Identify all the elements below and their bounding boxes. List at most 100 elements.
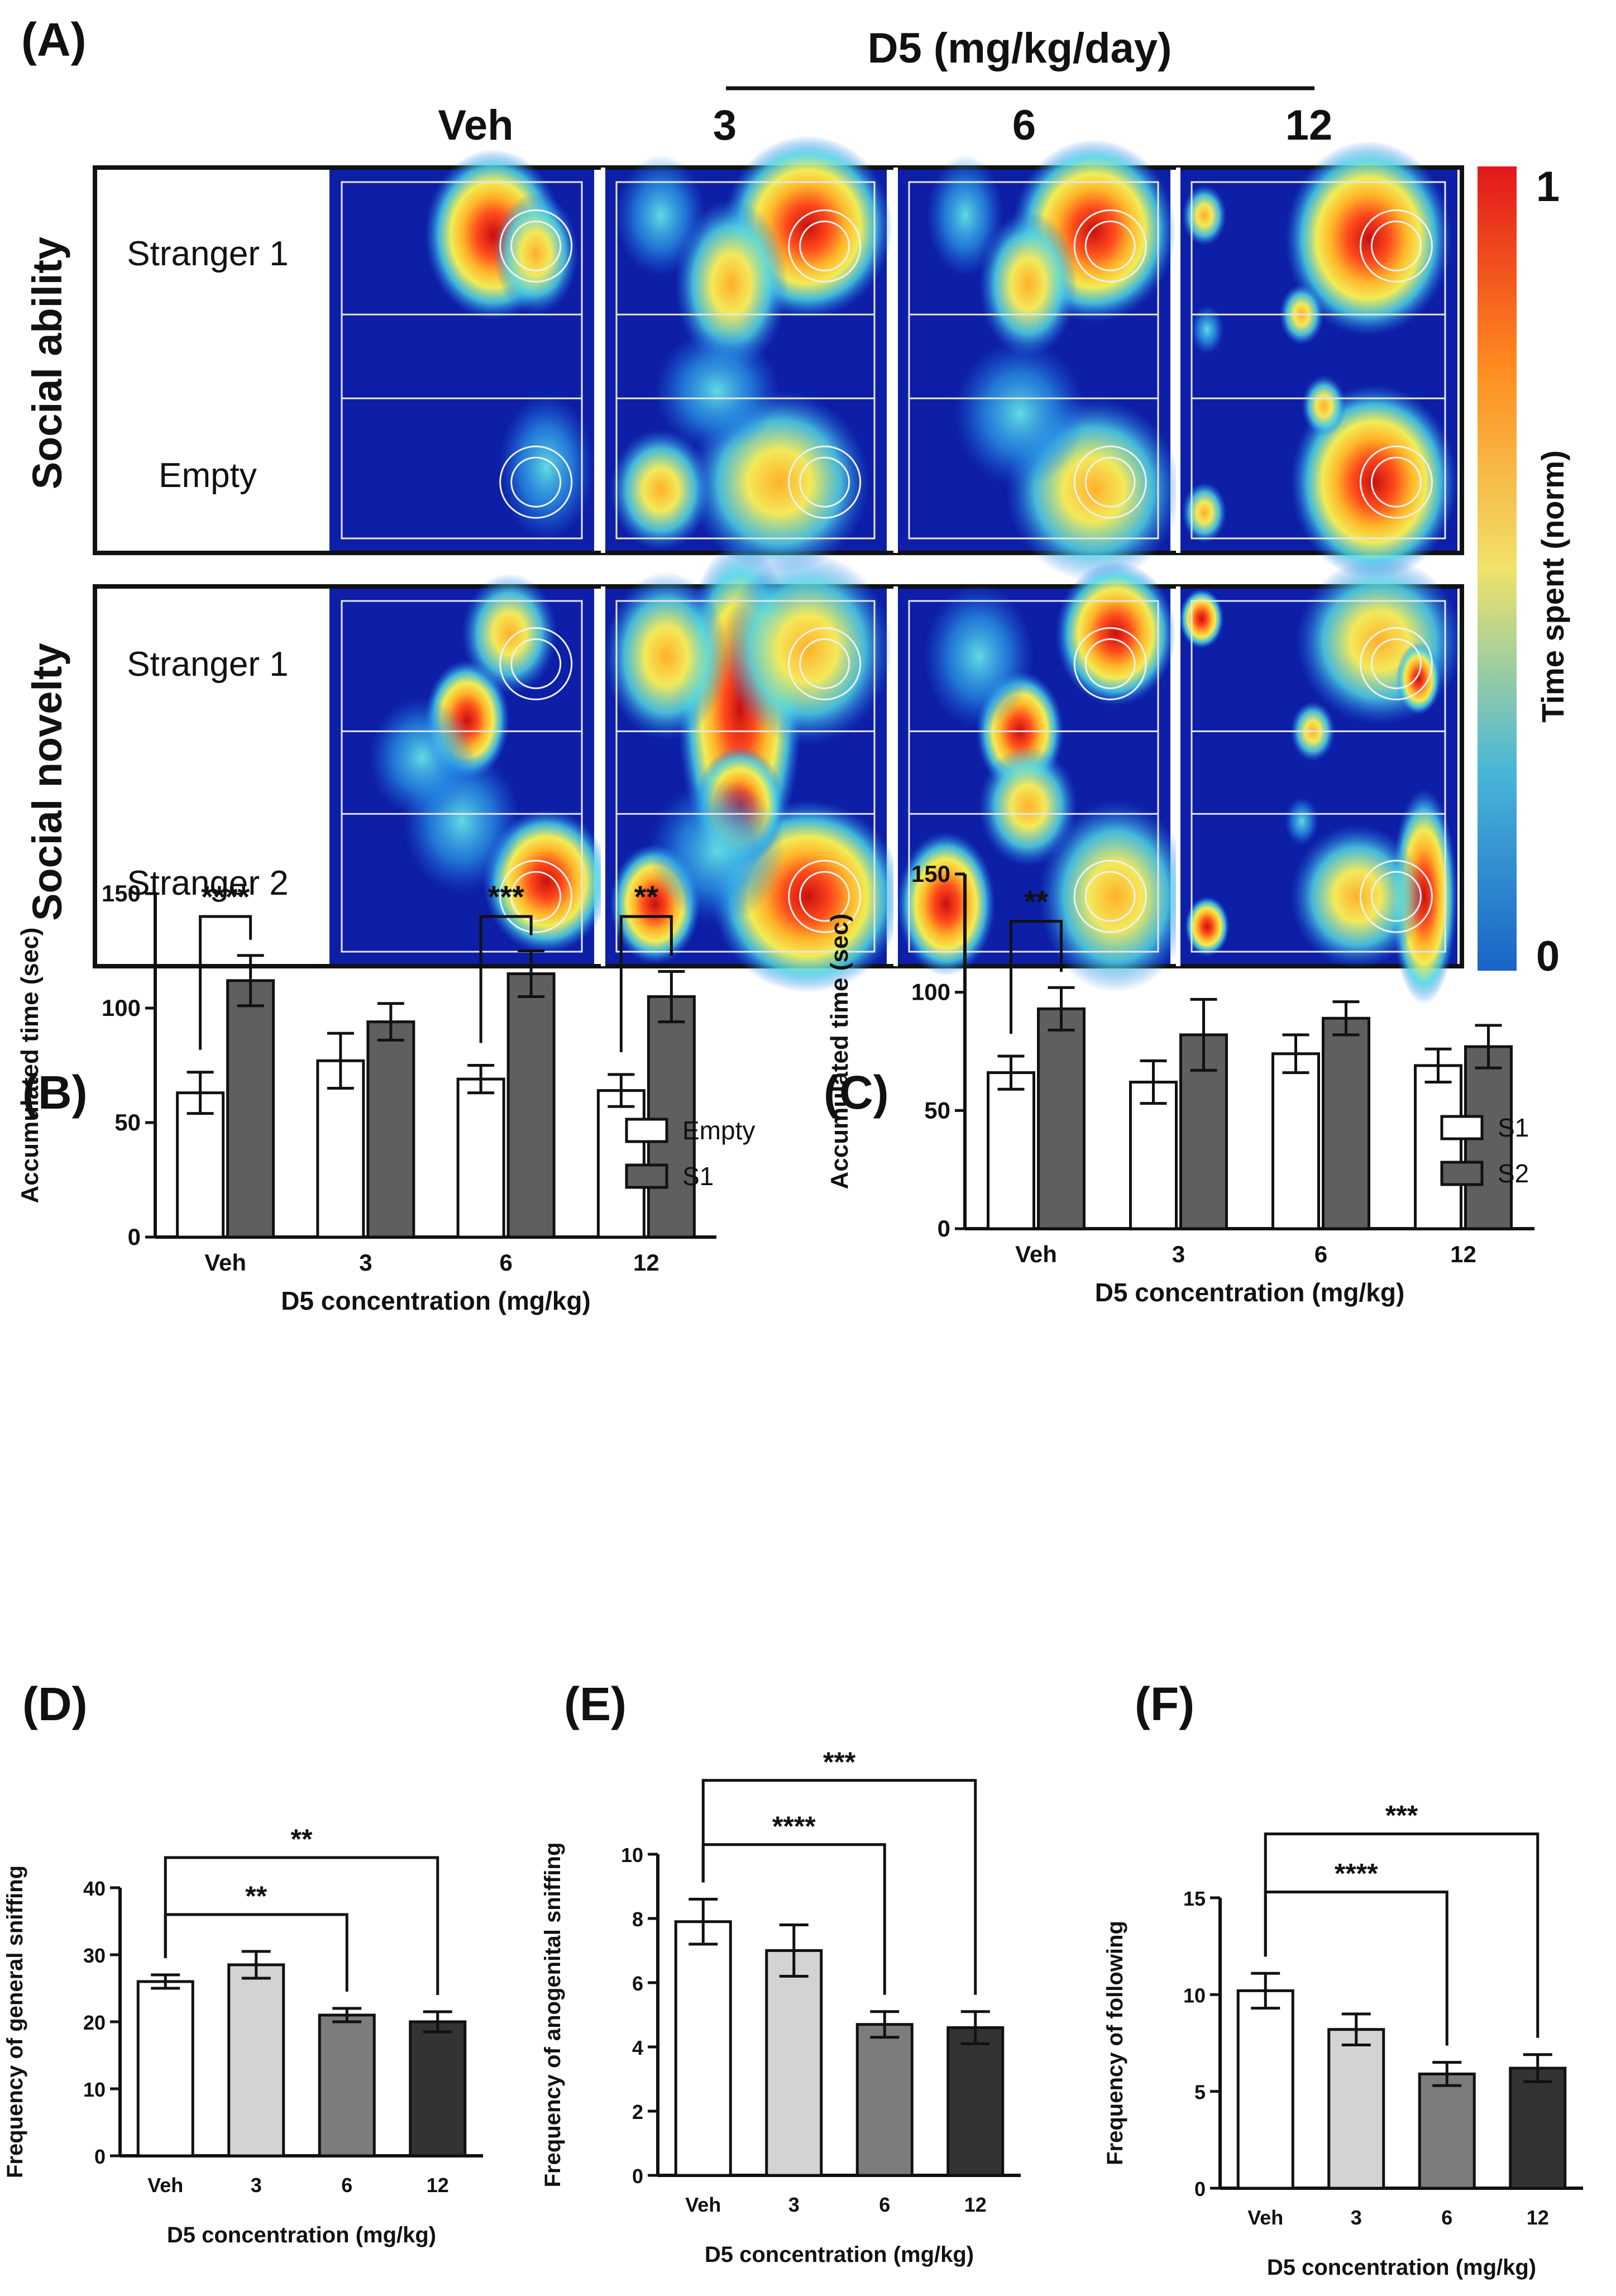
y-tick-label: 150 xyxy=(911,861,950,887)
cage-outline xyxy=(799,638,850,689)
bar xyxy=(1418,2072,1476,2190)
heatmap-hotspot xyxy=(615,154,706,276)
legend-swatch xyxy=(625,1118,668,1143)
heatmap-hotspot xyxy=(1184,896,1230,957)
cage-outline xyxy=(1359,860,1433,933)
cage-outline xyxy=(1073,445,1147,519)
column-label-6: 6 xyxy=(1012,102,1036,149)
x-axis-label: D5 concentration (mg/kg) xyxy=(281,1286,591,1315)
y-tick-label: 0 xyxy=(938,1215,950,1242)
x-tick-label: Veh xyxy=(1015,1241,1057,1267)
heatmap-hotspot xyxy=(723,552,893,745)
heatmap-cell xyxy=(897,561,1193,993)
panel-label-e: (E) xyxy=(564,1678,627,1730)
heatmap-cell xyxy=(329,149,594,551)
chart-e: (E) 0 2 4 6 8 10 Frequency of anogenital sniffi… xyxy=(541,1678,1021,2267)
significance-label: ** xyxy=(634,879,659,914)
bar xyxy=(136,1980,194,2157)
x-tick-label: 6 xyxy=(1314,1241,1327,1267)
column-label-veh: Veh xyxy=(438,102,513,149)
arena-outline xyxy=(908,181,1159,540)
cage-outline xyxy=(510,220,562,271)
panel-label-d: (D) xyxy=(22,1678,88,1730)
chart-b: (B) 0 50 100 150 Accumulated time (sec) D5 con… xyxy=(16,879,755,1315)
column-separator xyxy=(601,586,605,966)
y-tick-label: 0 xyxy=(94,2145,106,2168)
bar xyxy=(987,1071,1035,1230)
cage-outline xyxy=(510,456,562,508)
cage-outline xyxy=(1073,860,1147,933)
heatmap-hotspot xyxy=(649,779,785,924)
y-tick-label: 6 xyxy=(632,1972,643,1995)
legend-label: S1 xyxy=(682,1162,714,1191)
y-tick-label: 0 xyxy=(128,1224,141,1250)
heatmap-hotspot xyxy=(1290,824,1424,969)
row-label-social-novelty: Social novelty xyxy=(24,643,70,921)
y-axis-label: Frequency of general sniffing xyxy=(3,1865,27,2178)
x-tick-label: 12 xyxy=(964,2193,987,2216)
arena-outline xyxy=(341,181,583,540)
y-tick-label: 50 xyxy=(924,1097,950,1123)
heatmap-hotspot xyxy=(979,211,1078,357)
x-tick-label: 3 xyxy=(788,2193,800,2216)
x-tick-label: 6 xyxy=(879,2193,890,2216)
legend-swatch xyxy=(1440,1161,1484,1186)
arena-outline xyxy=(1191,181,1446,540)
significance-label: ** xyxy=(291,1824,313,1855)
y-tick-label: 30 xyxy=(83,1944,106,1967)
y-tick-label: 15 xyxy=(1183,1887,1206,1910)
heatmap-hotspot xyxy=(1182,185,1227,246)
cage-outline xyxy=(1084,638,1136,689)
bar xyxy=(456,1077,505,1239)
legend-label: Empty xyxy=(682,1116,755,1145)
bar xyxy=(226,979,275,1239)
bar xyxy=(1271,1052,1320,1230)
cage-outline xyxy=(499,445,573,519)
arena-outline xyxy=(341,600,583,953)
panel-label-a: (A) xyxy=(21,13,87,66)
heatmap-cell xyxy=(329,574,610,964)
chart-d: (D) 0 10 20 30 40 Frequency of general sniffin… xyxy=(3,1678,483,2247)
y-tick-label: 40 xyxy=(83,1877,106,1900)
y-tick-label: 2 xyxy=(632,2101,643,2123)
cage-outline xyxy=(799,220,850,271)
bar xyxy=(1414,1064,1462,1230)
bar xyxy=(506,972,556,1239)
cage-outline xyxy=(799,871,850,922)
y-axis-label: Accumulated time (sec) xyxy=(16,928,44,1204)
cage-outline xyxy=(1370,871,1422,922)
heatmap-hotspot xyxy=(1390,788,1457,1005)
heatmap-hotspot xyxy=(1285,797,1319,846)
row2-top-label: Stranger 1 xyxy=(127,645,289,684)
x-tick-label: 6 xyxy=(341,2174,352,2197)
chart-c: (C) 0 50 100 150 Accumulated time (sec) D5 con… xyxy=(824,861,1534,1307)
y-axis-label: Frequency of following xyxy=(1103,1921,1127,2165)
bar xyxy=(946,2026,1005,2177)
x-axis-label: D5 concentration (mg/kg) xyxy=(1095,1278,1405,1307)
cage-outline xyxy=(788,627,862,700)
row1-top-label: Stranger 1 xyxy=(127,235,289,273)
y-tick-label: 4 xyxy=(632,2036,643,2059)
significance-label: *** xyxy=(823,1746,856,1778)
cage-outline xyxy=(799,456,850,508)
colorbar xyxy=(1478,166,1517,971)
heatmap-cell xyxy=(604,135,893,574)
heatmap-hotspot xyxy=(1182,482,1227,543)
arena-outline xyxy=(908,600,1159,953)
cage-outline xyxy=(1370,456,1422,508)
y-axis-label: Accumulated time (sec) xyxy=(826,914,853,1190)
cage-outline xyxy=(788,209,862,283)
column-separator xyxy=(893,586,898,966)
heatmap-hotspot xyxy=(1039,800,1193,993)
heatmap-hotspot xyxy=(926,154,1004,276)
significance-label: **** xyxy=(772,1811,816,1842)
x-tick-label: Veh xyxy=(685,2193,721,2216)
panel-label-b: (B) xyxy=(22,1066,88,1119)
bar xyxy=(1037,1007,1086,1230)
significance-bracket xyxy=(701,1779,977,1995)
heatmap-hotspot xyxy=(675,198,788,370)
significance-label: ** xyxy=(1024,884,1049,919)
x-tick-label: Veh xyxy=(147,2174,183,2197)
x-tick-label: 3 xyxy=(1351,2206,1362,2229)
